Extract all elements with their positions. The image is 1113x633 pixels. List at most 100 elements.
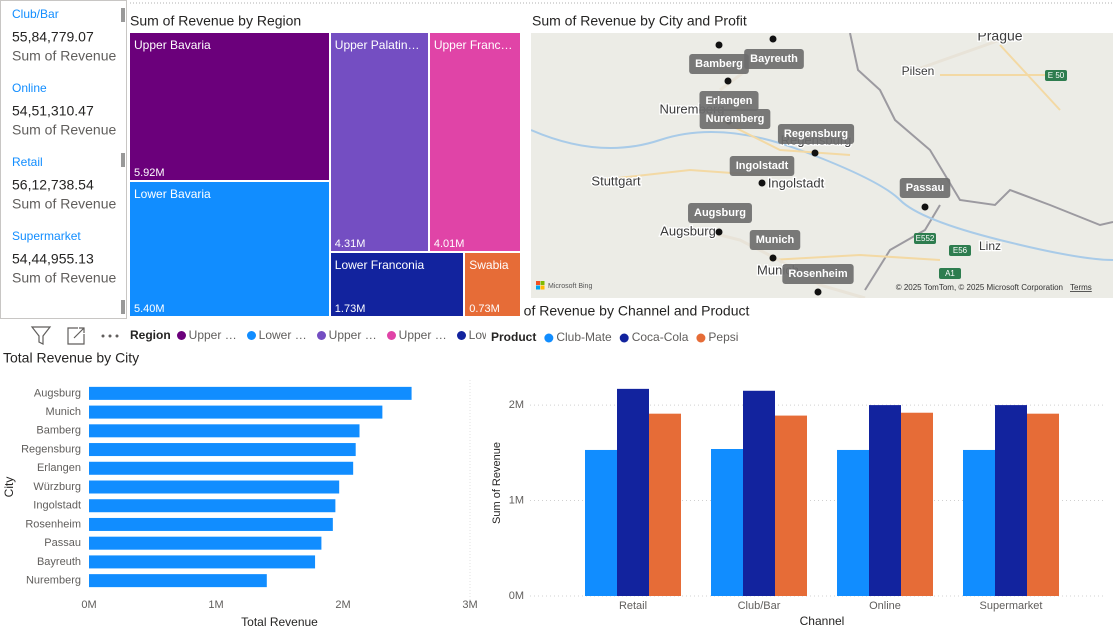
resize-handle <box>121 153 125 167</box>
bar[interactable] <box>775 415 807 596</box>
legend-title: Region <box>130 328 171 342</box>
cell-label: Upper Palatinate <box>334 38 425 52</box>
city-label-bg <box>744 49 804 69</box>
city-label-bg <box>782 264 854 284</box>
city-label: Ingolstadt <box>736 160 789 172</box>
city-dot[interactable] <box>811 149 819 157</box>
bar[interactable] <box>901 412 933 596</box>
legend-label[interactable]: Coca-Cola <box>632 330 689 344</box>
treemap-cell[interactable]: Upper Palatinate 4.31M <box>330 33 430 253</box>
card-label: Retail <box>12 155 43 169</box>
city-dot[interactable] <box>921 203 929 211</box>
x-axis-label: Channel <box>800 614 845 628</box>
road-sign <box>949 245 971 256</box>
bar[interactable] <box>89 424 360 438</box>
city-dot[interactable] <box>724 77 732 85</box>
more-options-icon[interactable] <box>101 334 119 338</box>
x-tick-label: 1M <box>208 599 223 611</box>
legend-label[interactable]: Club-Mate <box>556 330 612 344</box>
city-label: Munich <box>756 234 795 246</box>
bar[interactable] <box>1027 413 1059 596</box>
bar[interactable] <box>89 386 412 400</box>
chart-title: Sum of Revenue by Channel and Product <box>491 303 749 319</box>
treemap-cell[interactable]: Lower Franconia 1.73M <box>330 252 466 318</box>
road-sign <box>1045 70 1067 81</box>
map-terms[interactable]: Terms <box>1070 283 1092 292</box>
bar[interactable] <box>89 555 316 569</box>
y-tick-label: Bamberg <box>36 425 81 437</box>
y-tick-label: Augsburg <box>34 387 81 399</box>
bar[interactable] <box>89 536 322 550</box>
bar[interactable] <box>869 405 901 596</box>
map-background <box>531 33 1113 298</box>
y-tick-label: 1M <box>509 494 524 506</box>
y-tick-label: Regensburg <box>21 443 81 455</box>
treemap-cell[interactable]: Upper Bavaria 5.92M <box>130 33 331 183</box>
city-dot[interactable] <box>758 179 766 187</box>
treemap-cell[interactable]: Lower Bavaria 5.40M <box>130 182 331 318</box>
card-caption: Sum of Revenue <box>12 196 116 212</box>
filter-icon[interactable] <box>30 326 52 345</box>
card-value: 54,44,955.13 <box>12 251 94 267</box>
y-tick-label: Bayreuth <box>37 556 81 568</box>
city-dot[interactable] <box>814 288 822 296</box>
city-label-bg <box>777 124 855 144</box>
x-tick-label: 3M <box>462 599 477 611</box>
bar[interactable] <box>89 461 354 475</box>
legend-label[interactable]: Pepsi <box>708 330 738 344</box>
card-label: Online <box>12 81 47 95</box>
treemap-cell[interactable]: Upper Franconia 4.01M <box>429 33 522 253</box>
bar[interactable] <box>89 480 340 494</box>
card-panel <box>0 0 127 319</box>
legend-swatch <box>316 330 326 340</box>
border <box>864 204 941 291</box>
bar[interactable] <box>963 449 995 596</box>
x-tick-label: Supermarket <box>980 600 1043 612</box>
city-dot[interactable] <box>715 228 723 236</box>
legend-swatch <box>619 333 629 343</box>
y-axis-label: Sum of Revenue <box>491 442 503 524</box>
bar[interactable] <box>995 405 1027 596</box>
city-label: Regensburg <box>784 128 848 140</box>
cell-value: 0.73M <box>469 302 500 315</box>
bar[interactable] <box>743 390 775 596</box>
bar[interactable] <box>649 413 681 596</box>
place-label: Stuttgart <box>591 173 641 188</box>
road-label: E56 <box>953 246 968 255</box>
map-title: Sum of Revenue by City and Profit <box>532 13 747 29</box>
bar[interactable] <box>89 574 267 588</box>
bar[interactable] <box>585 449 617 596</box>
map: Prague Pilsen Nuremberg Regensburg Stuttgart… <box>531 33 1113 298</box>
legend-label: Upper Bavaria <box>188 328 241 342</box>
city-label: Passau <box>906 182 945 194</box>
bar[interactable] <box>89 517 333 531</box>
bar[interactable] <box>617 388 649 596</box>
card-caption: Sum of Revenue <box>12 122 116 138</box>
bar[interactable] <box>89 499 336 513</box>
card-value: 56,12,738.54 <box>12 177 94 193</box>
border <box>849 33 1113 227</box>
legend-label: Lower Bavaria <box>258 328 311 342</box>
cell-value: 5.92M <box>134 167 165 180</box>
city-dot[interactable] <box>769 254 777 262</box>
city-label: Bamberg <box>695 58 743 70</box>
treemap-legend: Region Upper Bavaria Lower Bavaria Upper P… <box>130 326 486 344</box>
bar[interactable] <box>711 449 743 596</box>
city-label-bg <box>749 230 801 250</box>
y-tick-label: Passau <box>44 537 81 549</box>
treemap-cell[interactable]: Swabia 0.73M <box>465 252 522 318</box>
focus-mode-icon[interactable] <box>67 327 85 345</box>
city-dot[interactable] <box>715 41 723 49</box>
city-dot[interactable] <box>769 35 777 43</box>
city-label: Bayreuth <box>750 53 798 65</box>
road-label: A1 <box>945 269 955 278</box>
y-tick-label: 0M <box>509 590 524 602</box>
bar[interactable] <box>837 449 869 596</box>
bar[interactable] <box>89 405 383 419</box>
road-label: E 50 <box>1048 71 1065 80</box>
cell-value: 4.01M <box>433 237 465 250</box>
legend-title: Product <box>491 330 536 344</box>
place-label: Pilsen <box>902 64 935 78</box>
resize-handle <box>121 300 125 314</box>
bar[interactable] <box>89 443 356 457</box>
